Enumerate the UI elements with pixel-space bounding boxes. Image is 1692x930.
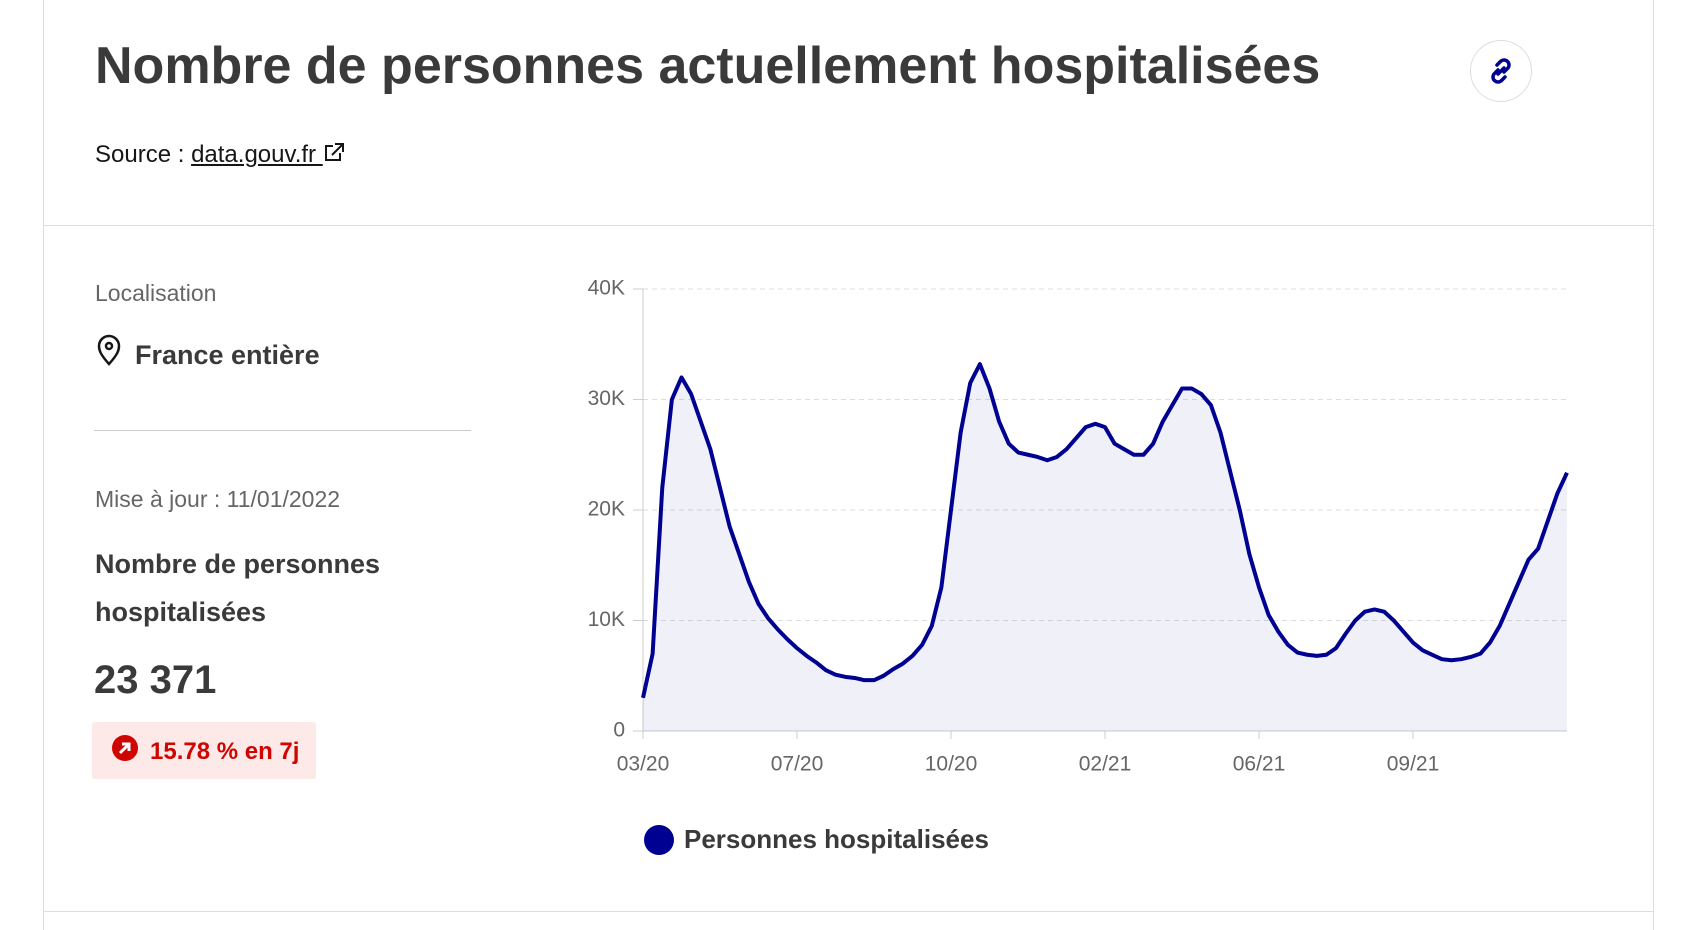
link-icon xyxy=(1491,58,1511,84)
x-tick-label: 07/20 xyxy=(771,753,824,776)
metric-value: 23 371 xyxy=(94,658,217,702)
divider xyxy=(94,430,471,431)
x-tick-label: 06/21 xyxy=(1233,753,1286,776)
x-tick-label: 10/20 xyxy=(925,753,978,776)
source: Source : data.gouv.fr xyxy=(95,141,345,169)
y-tick-label: 20K xyxy=(588,498,625,521)
panel xyxy=(43,0,1654,930)
source-link[interactable]: data.gouv.fr xyxy=(191,141,345,168)
location-label: Localisation xyxy=(95,280,217,306)
y-tick-label: 30K xyxy=(588,387,625,410)
updated: Mise à jour : 11/01/2022 xyxy=(95,486,341,512)
trend-icon xyxy=(112,735,138,761)
legend-marker xyxy=(644,825,674,855)
y-tick-label: 0 xyxy=(613,719,625,742)
x-tick-label: 03/20 xyxy=(617,753,670,776)
pin-icon xyxy=(97,334,121,366)
x-tick-label: 02/21 xyxy=(1079,753,1132,776)
metric-label: Nombre de personnes hospitalisées xyxy=(95,549,381,627)
external-icon xyxy=(324,143,344,161)
source-link-text: data.gouv.fr xyxy=(191,141,317,168)
link-button[interactable] xyxy=(1470,40,1532,102)
x-tick-label: 09/21 xyxy=(1387,753,1440,776)
divider xyxy=(43,911,1653,912)
divider xyxy=(43,225,1653,226)
y-tick-label: 10K xyxy=(588,608,625,631)
title: Nombre de personnes actuellement hospita… xyxy=(95,37,1321,95)
line xyxy=(641,362,1569,699)
source-label: Source : xyxy=(95,141,185,168)
y-tick-label: 40K xyxy=(588,277,625,300)
area xyxy=(643,364,1567,731)
trend-badge: 15.78 % en 7j xyxy=(92,722,316,779)
location: France entière xyxy=(135,340,320,370)
trend-text: 15.78 % en 7j xyxy=(150,738,300,765)
legend-label: Personnes hospitalisées xyxy=(684,824,989,854)
